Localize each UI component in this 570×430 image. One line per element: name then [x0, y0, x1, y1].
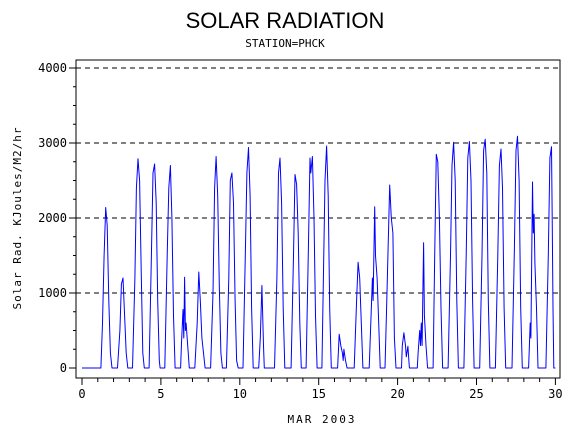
- chart-subtitle: STATION=PHCK: [245, 37, 325, 50]
- series-line: [82, 135, 556, 369]
- axes: 0 1000 2000 3000 4000 0 5 10 15 20 25 30: [38, 61, 563, 401]
- x-axis-label: MAR 2003: [288, 413, 357, 426]
- y-axis-label: Solar Rad. KJoules/M2/hr: [11, 127, 24, 310]
- y-tick-label: 3000: [38, 136, 67, 150]
- y-tick-label: 2000: [38, 211, 67, 225]
- x-tick-label: 15: [311, 387, 325, 401]
- x-tick-label: 0: [78, 387, 85, 401]
- series-layer: [82, 135, 556, 369]
- x-tick-label: 5: [157, 387, 164, 401]
- y-tick-label: 4000: [38, 61, 67, 75]
- plot-frame: [75, 59, 561, 379]
- x-tick-label: 25: [469, 387, 483, 401]
- y-tick-label: 1000: [38, 286, 67, 300]
- x-tick-label: 30: [548, 387, 562, 401]
- x-tick-label: 20: [390, 387, 404, 401]
- x-tick-label: 10: [233, 387, 247, 401]
- y-tick-label: 0: [60, 361, 67, 375]
- chart-title: SOLAR RADIATION: [186, 8, 385, 33]
